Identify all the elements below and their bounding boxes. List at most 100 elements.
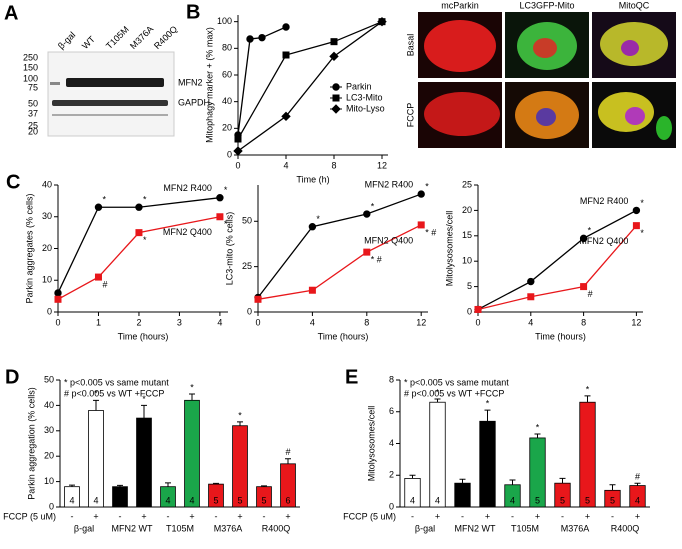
x-axis-label: Time (hours): [118, 331, 169, 341]
series-line: [257, 224, 422, 300]
mw-marker: 150: [23, 62, 38, 72]
lane-label: β-gal: [56, 30, 77, 51]
y-tick-label: 50: [242, 216, 252, 226]
n-label: 5: [237, 495, 242, 505]
series-line: [477, 225, 637, 311]
marker: [54, 295, 62, 303]
error-bar: [285, 458, 291, 464]
y-tick-label: 15: [462, 230, 472, 240]
significance: *: [102, 195, 106, 205]
x-tick-label: 4: [283, 160, 288, 170]
y-tick-label: 0: [247, 306, 252, 316]
n-label: 5: [213, 495, 218, 505]
y-tick-label: 4: [389, 438, 394, 448]
y-tick-label: 40: [42, 179, 52, 189]
y-tick-label: 20: [42, 243, 52, 253]
significance: *: [586, 384, 590, 394]
lane-label: T105M: [104, 24, 131, 51]
significance: *: [238, 410, 242, 420]
y-tick-label: 40: [44, 400, 54, 410]
error-bar: [484, 409, 491, 422]
marker: [94, 273, 102, 281]
y-tick-label: 10: [44, 476, 54, 486]
marker: [527, 277, 535, 286]
marker: [282, 23, 290, 31]
x-tick-label: 4: [528, 317, 533, 327]
mw-marker: 25: [28, 120, 38, 130]
group-label: R400Q: [611, 523, 640, 533]
y-tick-label: 50: [44, 374, 54, 384]
series-line: [477, 209, 637, 311]
error-bar: [634, 482, 641, 486]
lane-label: M376A: [128, 24, 155, 51]
y-tick-label: 30: [44, 425, 54, 435]
lane-label: WT: [80, 34, 97, 51]
row-label: Basal: [405, 34, 415, 57]
cell: [621, 40, 639, 56]
n-label: 4: [485, 495, 490, 505]
x-tick-label: +: [189, 511, 194, 521]
significance: #: [588, 289, 593, 299]
marker: [308, 223, 317, 231]
treatment-label: FCCP (5 uM): [3, 511, 56, 521]
series-line: [57, 216, 221, 300]
error-bar: [534, 433, 541, 438]
marker: [54, 289, 62, 297]
x-tick-label: 3: [177, 317, 182, 327]
error-bar: [93, 399, 99, 411]
cell: [536, 108, 556, 126]
n-label: 4: [410, 495, 415, 505]
error-bar: [409, 474, 416, 479]
significance: * #: [425, 227, 436, 237]
x-tick-label: 12: [377, 160, 387, 170]
significance: *: [588, 226, 592, 236]
note: * p<0.005 vs same mutant: [64, 377, 169, 387]
marker: [579, 234, 588, 243]
marker: [332, 83, 340, 91]
legend-label: Parkin: [346, 81, 372, 91]
marker: [135, 203, 143, 211]
band-label: GAPDH: [178, 97, 210, 107]
treatment-label: FCCP (5 uM): [343, 511, 396, 521]
series-label: MFN2 Q400: [163, 227, 212, 237]
error-bar: [117, 484, 123, 487]
bar: [579, 401, 596, 508]
significance: *: [224, 219, 228, 229]
n-label: 4: [460, 495, 465, 505]
note: # p<0.005 vs WT +FCCP: [404, 388, 504, 398]
x-tick-label: 8: [331, 160, 336, 170]
significance: *: [486, 399, 490, 409]
x-tick-label: 8: [364, 317, 369, 327]
error-bar: [459, 478, 466, 484]
y-axis-label: LC3-mito (% cells): [224, 212, 234, 286]
lane-label: R400Q: [152, 24, 179, 51]
significance: *: [436, 387, 440, 397]
x-tick-label: 8: [581, 317, 586, 327]
panel-letter: C: [6, 171, 20, 193]
error-bar: [559, 477, 566, 484]
cell: [598, 92, 654, 132]
y-tick-label: 5: [467, 281, 472, 291]
significance: #: [635, 472, 640, 482]
marker: [580, 283, 588, 291]
x-tick-label: +: [435, 511, 440, 521]
mw-marker: 50: [28, 98, 38, 108]
y-tick-label: 6: [389, 406, 394, 416]
n-label: 4: [117, 495, 122, 505]
x-tick-label: -: [511, 511, 514, 521]
significance: *: [425, 181, 429, 191]
legend-label: LC3-Mito: [346, 92, 383, 102]
significance: *: [143, 235, 147, 245]
group-label: T105M: [166, 523, 194, 533]
note: # p<0.005 vs WT +FCCP: [64, 388, 164, 398]
y-axis-label: Mitophagy marker + (% max): [204, 27, 214, 143]
x-tick-label: +: [535, 511, 540, 521]
y-tick-label: 60: [222, 69, 232, 79]
marker: [246, 35, 254, 43]
cell: [424, 92, 500, 136]
x-tick-label: 0: [55, 317, 60, 327]
cell: [533, 38, 557, 58]
error-bar: [434, 398, 441, 403]
panel-letter: B: [186, 1, 200, 23]
y-tick-label: 0: [227, 149, 232, 159]
